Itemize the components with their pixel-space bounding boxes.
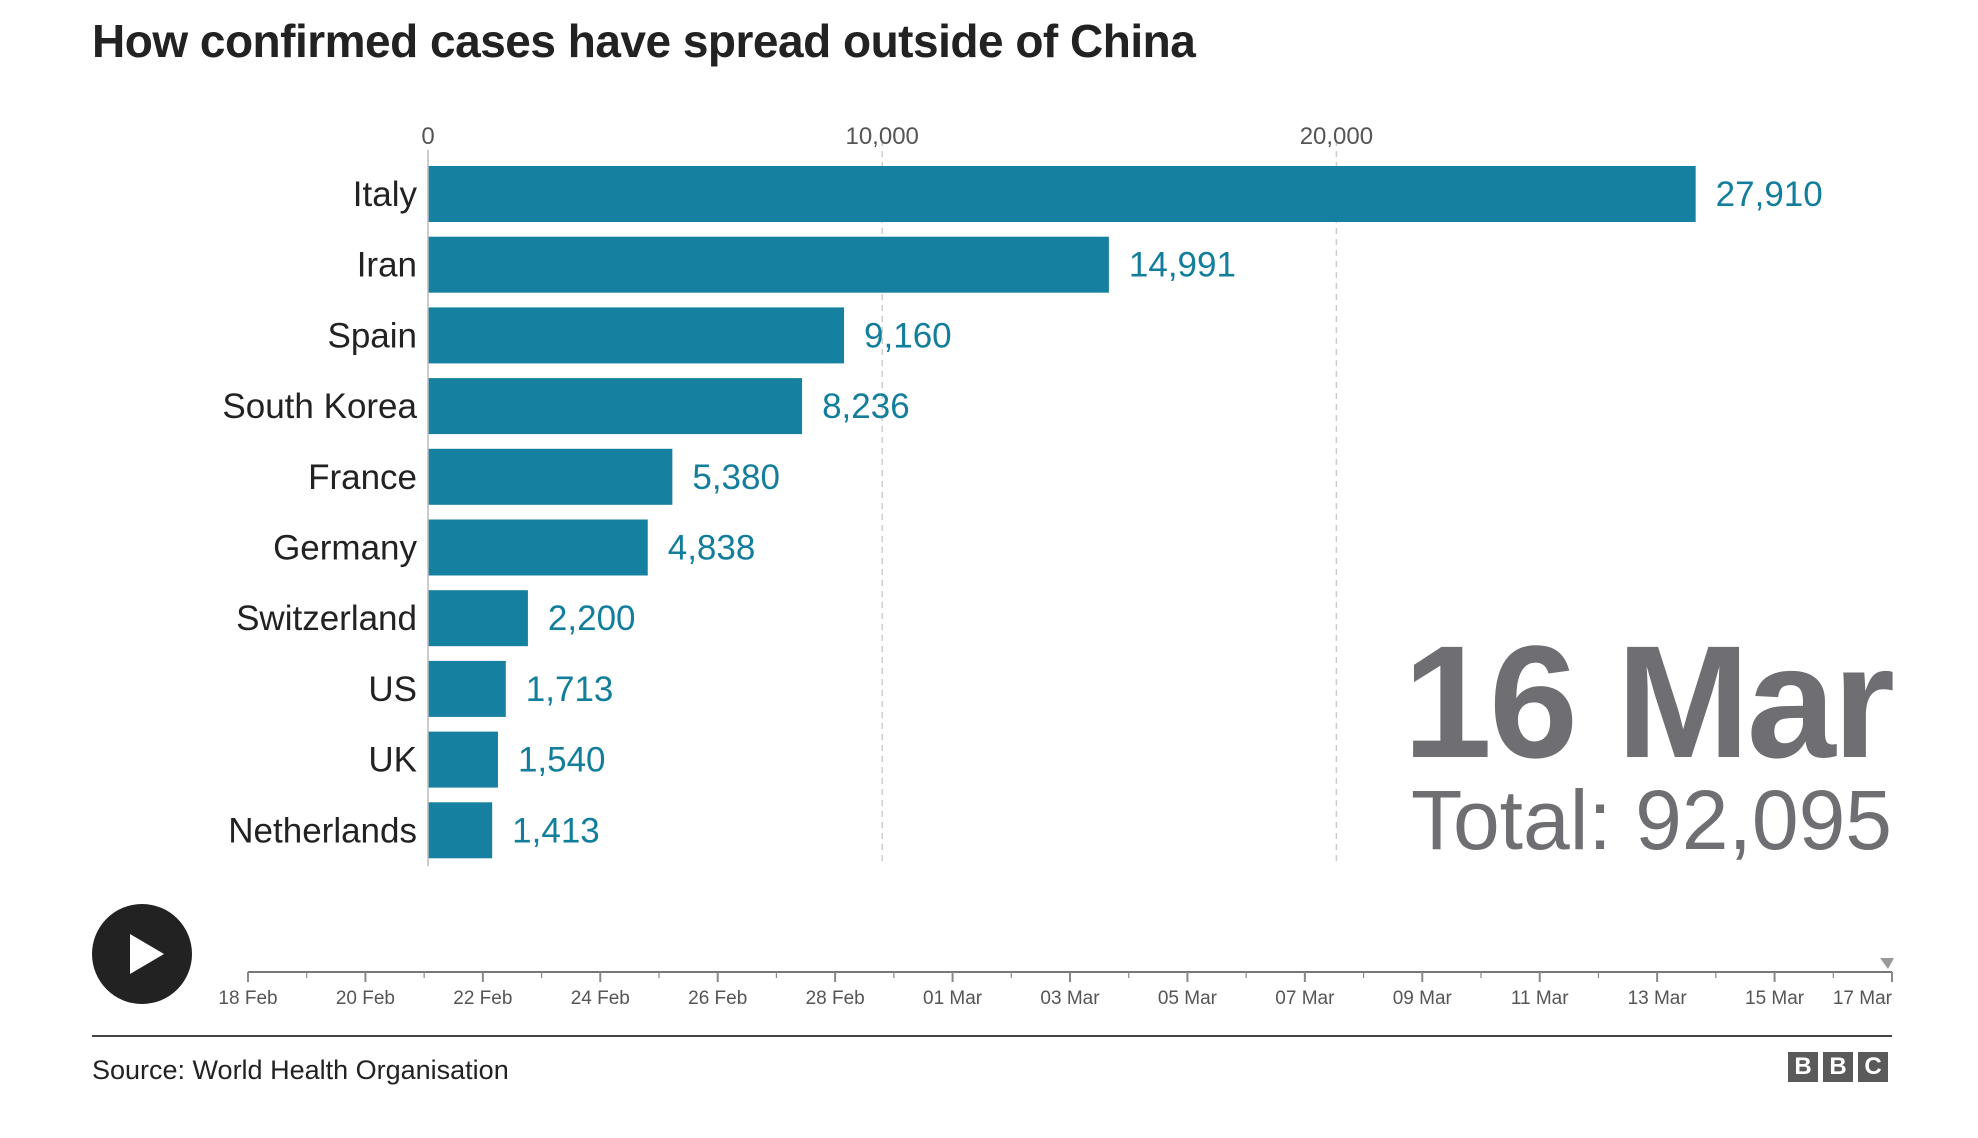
category-label: UK xyxy=(368,741,417,780)
category-label: Iran xyxy=(357,246,417,285)
timeline-date-label: 07 Mar xyxy=(1275,988,1335,1009)
timeline-date-label: 17 Mar xyxy=(1833,988,1893,1009)
bar-chart: 0 10,000 20,000 Italy 27,910 Iran 14,991 Spain 9… xyxy=(222,123,1823,866)
category-label: Italy xyxy=(353,175,418,214)
timeline-slider[interactable]: 18 Feb 20 Feb 22 Feb 24 Feb 26 Feb 28 Feb 01 M… xyxy=(0,0,1978,1030)
value-label: 9,160 xyxy=(864,316,952,355)
timeline-date-label: 09 Mar xyxy=(1393,988,1453,1009)
bar xyxy=(428,378,803,435)
timeline-date-label: 13 Mar xyxy=(1628,988,1688,1009)
timeline-date-label: 26 Feb xyxy=(688,988,747,1009)
timeline-date-label: 11 Mar xyxy=(1511,988,1569,1009)
bbc-logo-letter-3: C xyxy=(1858,1052,1888,1082)
bar xyxy=(428,448,673,505)
value-label: 14,991 xyxy=(1129,246,1236,285)
timeline-date-label: 24 Feb xyxy=(571,988,630,1009)
bar xyxy=(428,307,845,364)
category-label: France xyxy=(308,458,417,497)
bar xyxy=(428,590,528,647)
bar xyxy=(428,236,1109,293)
category-label: South Korea xyxy=(222,387,417,426)
category-label: Germany xyxy=(273,529,417,568)
bbc-logo-letter-1: B xyxy=(1788,1052,1818,1082)
timeline-date-label: 22 Feb xyxy=(453,988,512,1009)
value-label: 1,713 xyxy=(526,670,614,709)
total-cases: Total: 92,095 xyxy=(1410,773,1892,867)
category-label: Netherlands xyxy=(228,811,417,850)
bar xyxy=(428,166,1696,222)
timeline-date-label: 20 Feb xyxy=(336,988,395,1009)
bar xyxy=(428,519,648,576)
timeline-date-label: 03 Mar xyxy=(1040,988,1100,1009)
timeline-date-label: 28 Feb xyxy=(806,988,865,1009)
x-tick-label: 20,000 xyxy=(1300,123,1373,150)
source-credit: Source: World Health Organisation xyxy=(92,1055,509,1085)
play-button[interactable] xyxy=(92,904,192,1004)
bar xyxy=(428,731,498,788)
bar xyxy=(428,660,506,717)
bbc-logo-letter-2: B xyxy=(1823,1052,1853,1082)
value-label: 1,540 xyxy=(518,741,606,780)
value-label: 8,236 xyxy=(822,387,910,426)
play-icon xyxy=(130,934,164,974)
current-date: 16 Mar xyxy=(1403,612,1895,791)
timeline-date-label: 15 Mar xyxy=(1745,988,1805,1009)
value-label: 1,413 xyxy=(512,811,600,850)
category-label: Spain xyxy=(327,316,417,355)
value-label: 27,910 xyxy=(1716,175,1823,214)
timeline-date-label: 18 Feb xyxy=(218,988,277,1009)
timeline-handle[interactable] xyxy=(1880,958,1894,969)
value-label: 2,200 xyxy=(548,599,636,638)
chart-title: How confirmed cases have spread outside … xyxy=(92,15,1196,67)
x-tick-label: 10,000 xyxy=(845,123,918,150)
bar xyxy=(428,802,493,859)
value-label: 4,838 xyxy=(668,529,756,568)
footer-divider xyxy=(92,1035,1892,1037)
category-label: US xyxy=(368,670,417,709)
category-label: Switzerland xyxy=(236,599,417,638)
x-tick-label: 0 xyxy=(421,123,434,150)
timeline-date-label: 01 Mar xyxy=(923,988,983,1009)
timeline-date-label: 05 Mar xyxy=(1158,988,1218,1009)
value-label: 5,380 xyxy=(692,458,780,497)
bbc-logo: B B C xyxy=(1788,1052,1888,1082)
